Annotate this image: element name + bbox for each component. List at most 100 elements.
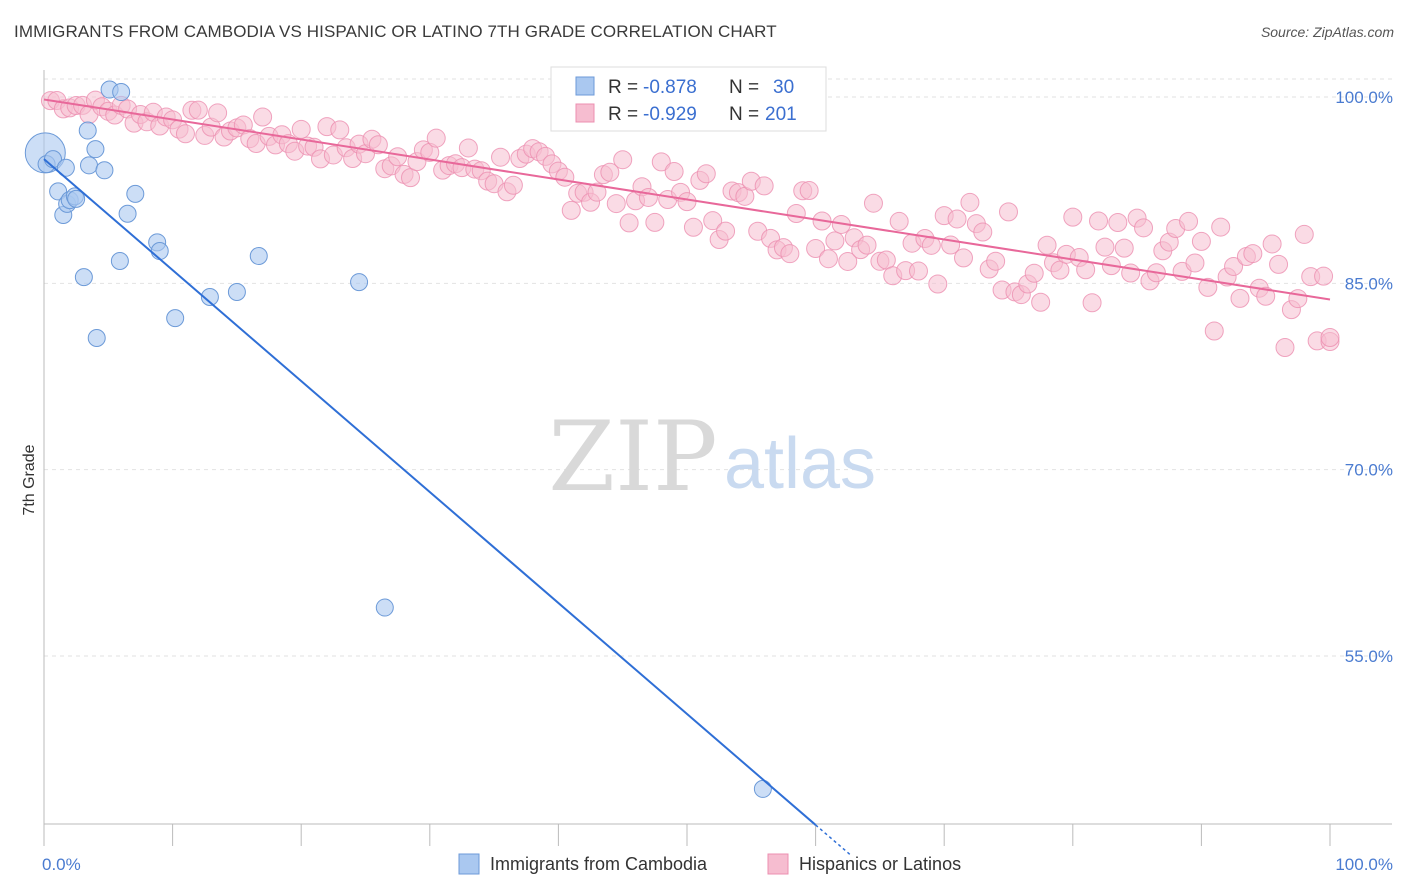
hispanics-point — [786, 204, 806, 224]
cambodia-point — [95, 161, 114, 180]
hispanics-point — [1024, 263, 1044, 283]
cambodia-point — [375, 598, 394, 617]
hispanics-point — [696, 164, 716, 184]
hispanics-point — [1243, 244, 1263, 264]
hispanics-point — [857, 235, 877, 255]
cambodia-point — [350, 273, 369, 292]
cambodia-point — [87, 328, 106, 347]
source-label: Source: ZipAtlas.com — [1260, 24, 1394, 40]
hispanics-point — [799, 181, 819, 201]
hispanics-point — [1037, 235, 1057, 255]
hispanics-point — [780, 244, 800, 264]
hispanics-point — [175, 124, 195, 144]
hispanics-point — [1031, 292, 1051, 312]
cambodia-point — [150, 242, 169, 261]
stats-n-label-cambodia: N = — [729, 77, 759, 98]
watermark: ZIP atlas — [548, 401, 876, 513]
hispanics-point — [1256, 286, 1276, 306]
hispanics-point — [651, 152, 671, 172]
hispanics-point — [1191, 231, 1211, 251]
hispanics-point — [1288, 289, 1308, 309]
stats-r-value-hispanics: -0.929 — [643, 104, 697, 125]
hispanics-point — [973, 222, 993, 242]
hispanics-point — [683, 217, 703, 237]
cambodia-point — [118, 204, 137, 223]
hispanics-point — [960, 192, 980, 212]
stats-n-value-cambodia: 30 — [773, 77, 794, 98]
series-hispanics-points — [40, 90, 1340, 358]
hispanics-point — [587, 182, 607, 202]
stats-swatch-hispanics — [575, 103, 595, 123]
hispanics-point — [1082, 293, 1102, 313]
hispanics-point — [1314, 266, 1334, 286]
hispanics-point — [1108, 212, 1128, 232]
hispanics-point — [388, 147, 408, 167]
stats-r-label-cambodia: R = — [608, 77, 638, 98]
cambodia-point — [74, 268, 93, 287]
hispanics-point — [921, 235, 941, 255]
stats-swatch-cambodia — [575, 76, 595, 96]
hispanics-point — [1050, 260, 1070, 280]
cambodia-trend-extension — [815, 824, 851, 856]
hispanics-point — [503, 175, 523, 195]
axes — [43, 70, 1392, 846]
hispanics-point — [818, 249, 838, 269]
hispanics-point — [999, 202, 1018, 222]
y-tick-label-0: 100.0% — [1335, 88, 1393, 107]
series-cambodia-points — [24, 80, 772, 798]
chart-title: IMMIGRANTS FROM CAMBODIA VS HISPANIC OR … — [14, 22, 777, 41]
stats-n-value-hispanics: 201 — [765, 104, 797, 125]
cambodia-point — [110, 251, 129, 270]
stats-legend: R = -0.878 N = 30 R = -0.929 N = 201 — [550, 66, 827, 132]
hispanics-point — [1089, 211, 1109, 231]
hispanics-point — [426, 128, 446, 148]
grid-lines — [44, 78, 1392, 657]
x-tick-label-0: 0.0% — [42, 855, 81, 874]
hispanics-point — [677, 192, 697, 212]
hispanics-point — [330, 120, 350, 140]
hispanics-point — [1204, 321, 1224, 341]
y-axis-label: 7th Grade — [21, 444, 38, 515]
hispanics-point — [1262, 234, 1282, 254]
hispanics-point — [1230, 288, 1250, 308]
hispanics-point — [1224, 256, 1244, 276]
hispanics-point — [716, 221, 736, 241]
hispanics-point — [561, 200, 581, 220]
trend-lines — [43, 98, 1331, 856]
hispanics-point — [401, 168, 421, 188]
stats-legend-box — [550, 66, 827, 132]
legend-swatch-hispanics — [767, 853, 789, 875]
stats-n-label-hispanics: N = — [729, 104, 759, 125]
cambodia-point — [249, 247, 268, 266]
hispanics-point — [555, 167, 575, 187]
y-tick-label-3: 55.0% — [1345, 647, 1393, 666]
hispanics-point — [1134, 218, 1154, 238]
y-tick-label-1: 85.0% — [1345, 274, 1393, 293]
hispanics-point — [1211, 217, 1231, 237]
hispanics-point — [291, 119, 311, 139]
legend-label-hispanics: Hispanics or Latinos — [799, 854, 961, 874]
hispanics-point — [838, 251, 858, 271]
hispanics-point — [208, 103, 228, 123]
legend-label-cambodia: Immigrants from Cambodia — [490, 854, 708, 874]
hispanics-point — [703, 211, 723, 231]
hispanics-point — [1063, 207, 1083, 227]
hispanics-point — [458, 138, 478, 158]
y-tick-label-2: 70.0% — [1345, 461, 1393, 480]
cambodia-point — [80, 156, 99, 175]
hispanics-point — [1198, 277, 1218, 297]
hispanics-point — [953, 248, 973, 268]
stats-r-label-hispanics: R = — [608, 104, 638, 125]
x-tick-label-1: 100.0% — [1335, 855, 1393, 874]
cambodia-point — [56, 158, 75, 177]
hispanics-point — [1294, 224, 1314, 244]
tick-labels: 100.0% 85.0% 70.0% 55.0% 0.0% 100.0% — [42, 88, 1393, 874]
bottom-legend: Immigrants from Cambodia Hispanics or La… — [458, 853, 961, 875]
hispanics-trend-line — [43, 98, 1331, 301]
watermark-zip: ZIP — [548, 401, 717, 513]
cambodia-point — [67, 189, 86, 208]
hispanics-point — [188, 100, 208, 120]
hispanics-point — [1179, 211, 1199, 231]
hispanics-point — [1269, 254, 1289, 274]
